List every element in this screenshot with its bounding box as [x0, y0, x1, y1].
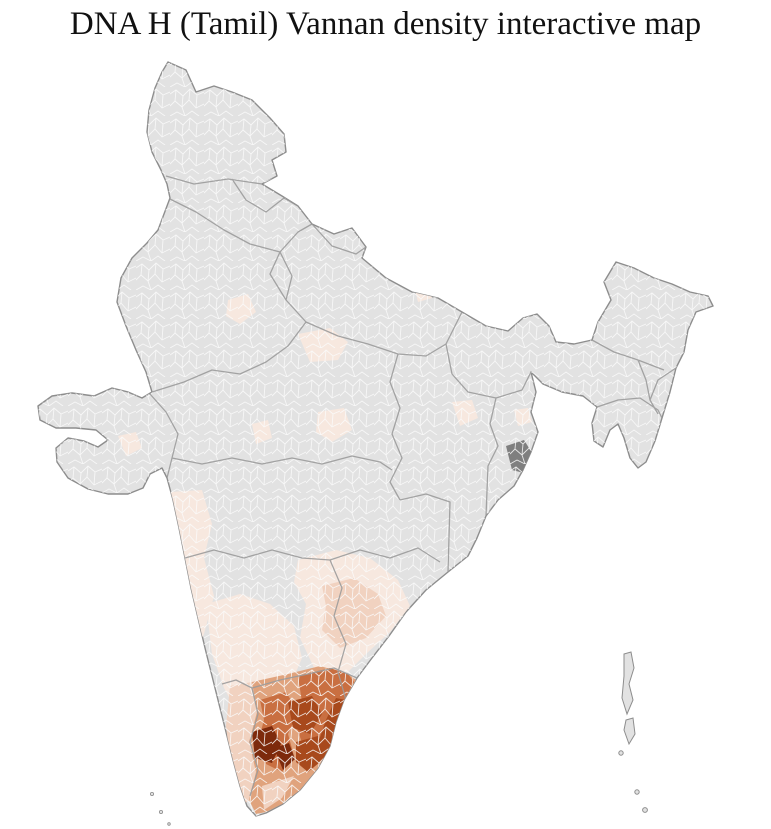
andaman-island-south[interactable]: [623, 717, 636, 746]
lakshadweep-islet-2[interactable]: [158, 810, 163, 815]
andaman-island-north[interactable]: [621, 651, 635, 716]
lakshadweep-islands[interactable]: [149, 792, 171, 826]
nicobar-island-1[interactable]: [634, 789, 640, 795]
map-title: DNA H (Tamil) Vannan density interactive…: [69, 6, 702, 42]
lakshadweep-islet-3[interactable]: [167, 822, 171, 826]
andaman-nicobar-islands[interactable]: [618, 651, 648, 813]
lakshadweep-islet-1[interactable]: [149, 792, 154, 797]
andaman-islet[interactable]: [618, 750, 624, 756]
state-boundaries: [149, 175, 677, 797]
nicobar-island-2[interactable]: [642, 807, 648, 813]
